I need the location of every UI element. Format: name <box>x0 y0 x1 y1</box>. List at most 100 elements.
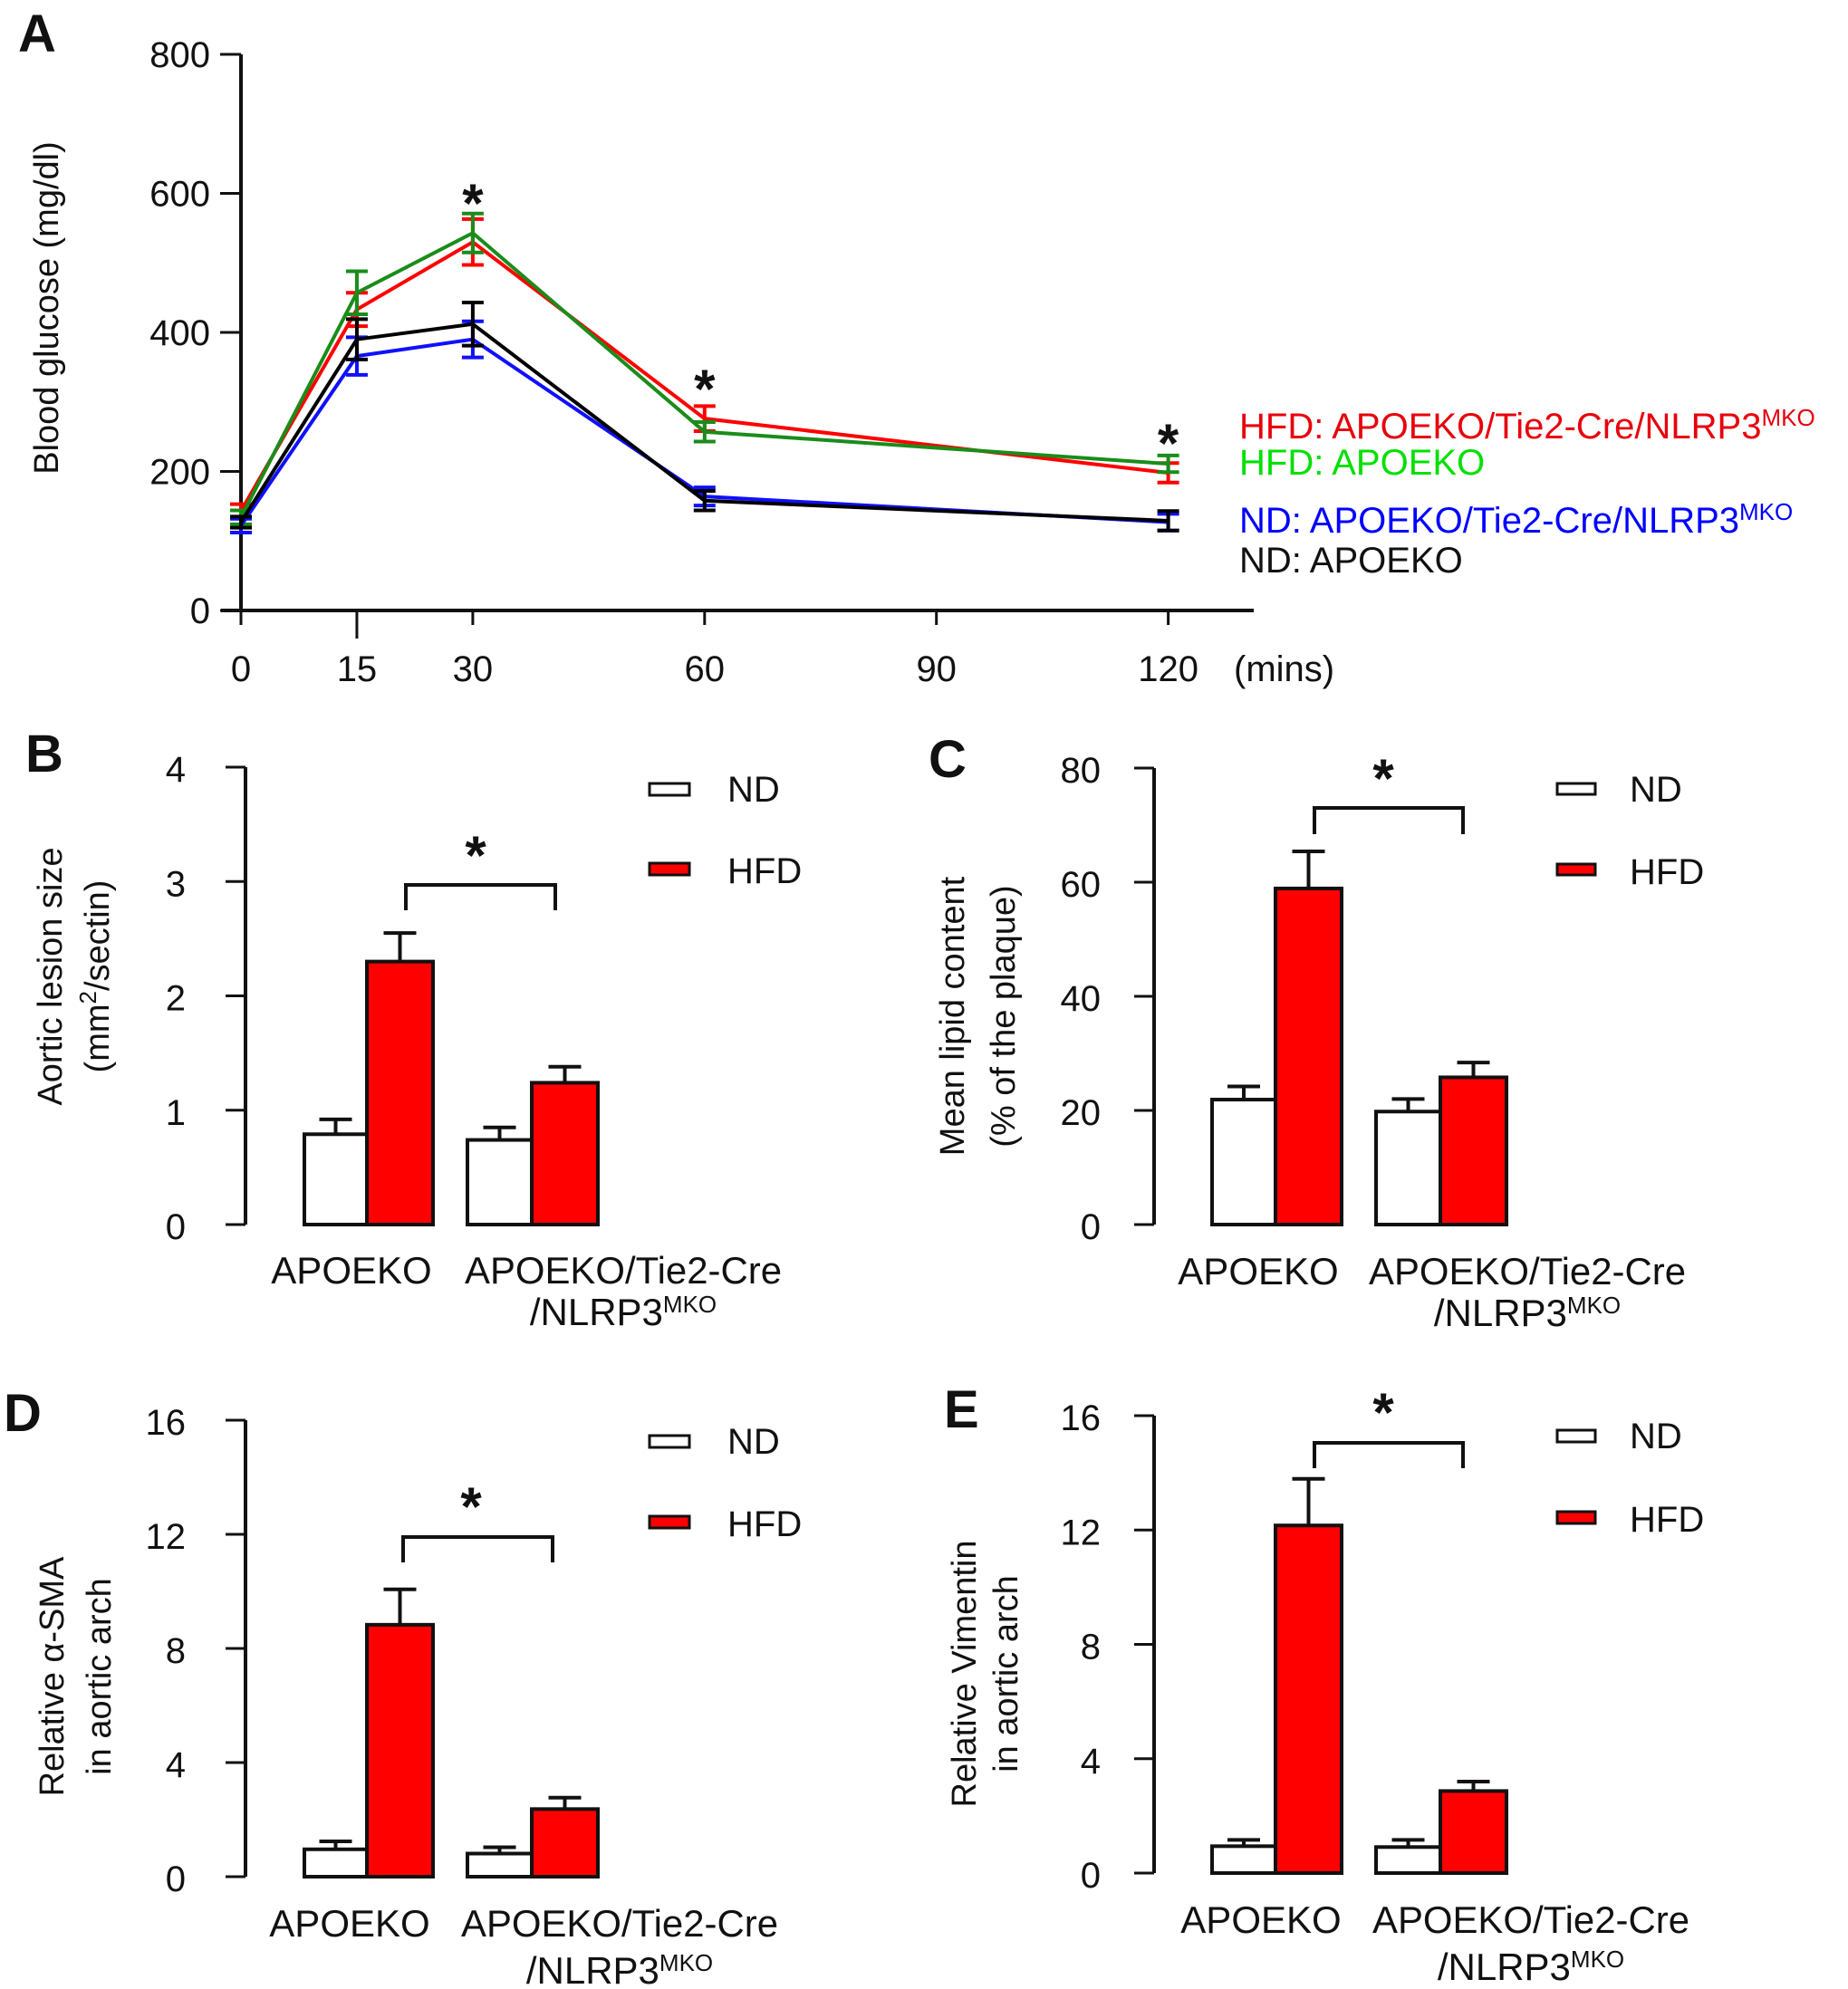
significance-bracket <box>404 883 557 910</box>
category-label-part: /NLRP3 <box>1434 1292 1567 1334</box>
y-tick-label: 4 <box>166 1745 186 1785</box>
category-label: APOEKO <box>1178 1250 1338 1292</box>
y-axis-title-line2: (% of the plaque) <box>985 885 1023 1147</box>
legend-label: ND: APOEKO <box>1239 541 1463 581</box>
y-tick-label: 3 <box>166 864 186 904</box>
x-tick-label: 0 <box>231 649 251 689</box>
y-axis-title: Blood glucose (mg/dl) <box>28 141 66 475</box>
y-tick-label: 2 <box>166 979 186 1019</box>
y-tick-label: 600 <box>149 175 210 215</box>
legend-label-hfd: HFD <box>1630 852 1704 892</box>
y-axis-title-part: /sectin) <box>79 880 117 991</box>
category-label: APOEKO/Tie2-Cre <box>461 1902 778 1945</box>
y-axis-title-line1: Aortic lesion size <box>32 847 70 1105</box>
y-tick-label: 60 <box>1061 865 1102 905</box>
category-label-superscript: MKO <box>1567 1292 1621 1319</box>
legend-superscript: MKO <box>1761 404 1814 431</box>
y-tick-label: 16 <box>146 1403 187 1443</box>
x-axis-title: (mins) <box>1234 649 1334 689</box>
category-label-superscript: MKO <box>1571 1946 1624 1973</box>
bar-nd-apoeko <box>1210 1098 1277 1227</box>
legend-label-nd: ND <box>727 770 780 810</box>
category-label: APOEKO/Tie2-Cre <box>1372 1898 1689 1941</box>
y-tick-label: 0 <box>1081 1856 1101 1896</box>
bar-hfd-apoeko-tie2-cre-nlrp3mko <box>530 1807 600 1878</box>
y-axis-title-line2: in aortic arch <box>81 1578 119 1775</box>
bar-nd-apoeko-tie2-cre-nlrp3mko <box>1374 1110 1442 1227</box>
bar-hfd-apoeko-tie2-cre-nlrp3mko <box>530 1081 600 1226</box>
legend-swatch-nd <box>1555 782 1597 796</box>
category-label: APOEKO/Tie2-Cre <box>465 1249 782 1292</box>
bar-nd-apoeko-tie2-cre-nlrp3mko <box>1374 1845 1442 1875</box>
legend-superscript: MKO <box>1739 498 1793 525</box>
y-tick-label: 12 <box>1061 1513 1102 1552</box>
legend-swatch-nd <box>1555 1428 1597 1444</box>
bar-hfd-apoeko-tie2-cre-nlrp3mko <box>1439 1789 1508 1876</box>
panel-label-c: C <box>929 730 967 789</box>
legend-label-nd: ND <box>1630 1417 1682 1456</box>
y-tick-label: 800 <box>149 35 210 75</box>
legend-entry: HFD: APOEKO <box>1239 443 1485 483</box>
bar-nd-apoeko <box>303 1847 369 1879</box>
legend-label: HFD: APOEKO/Tie2-Cre/NLRP3 <box>1239 407 1761 447</box>
y-axis-title-line1: Mean lipid content <box>934 876 972 1156</box>
legend-label-nd: ND <box>1630 770 1682 810</box>
y-tick-label: 1 <box>166 1093 186 1133</box>
category-label-part: /NLRP3 <box>530 1291 663 1333</box>
significance-star: * <box>465 825 486 886</box>
y-axis-title-line1: Relative Vimentin <box>946 1540 984 1807</box>
legend-label-hfd: HFD <box>727 851 802 891</box>
legend-label-hfd: HFD <box>1630 1500 1704 1540</box>
x-tick-label: 30 <box>453 649 494 689</box>
panel-e: E 0 4 8 12 16 Relative Vimentin in aortic arch *… <box>944 1380 1704 1988</box>
bar-nd-apoeko-tie2-cre-nlrp3mko <box>466 1851 534 1878</box>
significance-star: * <box>1372 748 1394 809</box>
category-label: APOEKO/Tie2-Cre <box>1369 1250 1686 1292</box>
category-label-superscript: MKO <box>663 1291 717 1318</box>
category-label-part: /NLRP3 <box>526 1949 659 1989</box>
panel-label-d: D <box>4 1384 42 1443</box>
legend-swatch-hfd <box>1555 1510 1597 1525</box>
legend-label: ND: APOEKO/Tie2-Cre/NLRP3 <box>1239 501 1739 541</box>
category-label-line2: /NLRP3MKO <box>1434 1292 1621 1334</box>
legend-entry: ND: APOEKO <box>1239 541 1463 581</box>
y-tick-label: 200 <box>149 453 210 493</box>
x-tick-label: 60 <box>685 649 726 689</box>
y-tick-label: 0 <box>166 1207 186 1247</box>
y-axis-title-part: (mm <box>79 1004 117 1072</box>
bar-nd-apoeko-tie2-cre-nlrp3mko <box>466 1138 534 1226</box>
y-axis-title-superscript: 2 <box>74 991 101 1004</box>
significance-bracket <box>1313 1441 1465 1468</box>
significance-star: * <box>1372 1382 1394 1443</box>
significance-star: * <box>462 173 484 234</box>
significance-bracket <box>1313 806 1465 834</box>
category-label-line2: /NLRP3MKO <box>530 1291 717 1333</box>
bar-hfd-apoeko <box>1274 886 1343 1226</box>
y-tick-label: 0 <box>190 591 210 631</box>
y-tick-label: 400 <box>149 313 210 353</box>
legend-swatch-hfd <box>648 861 691 877</box>
x-tick-label: 120 <box>1138 649 1198 689</box>
x-tick-label: 90 <box>916 649 957 689</box>
category-label: APOEKO <box>271 1249 431 1292</box>
legend-swatch-nd <box>648 782 691 797</box>
y-tick-label: 0 <box>1081 1207 1101 1247</box>
legend-swatch-nd <box>648 1434 691 1449</box>
series-3 <box>230 300 1179 533</box>
legend-entry: HFD: APOEKO/Tie2-Cre/NLRP3MKO <box>1239 404 1815 447</box>
y-tick-label: 40 <box>1061 979 1102 1019</box>
x-tick-label: 15 <box>337 649 378 689</box>
panel-c: C 0 20 40 60 80 Mean lipid content (% of the pl… <box>929 730 1704 1334</box>
y-tick-label: 80 <box>1061 751 1102 791</box>
category-label-superscript: MKO <box>659 1949 713 1976</box>
significance-star: * <box>460 1476 482 1537</box>
y-tick-label: 0 <box>166 1859 186 1899</box>
category-label-line2: /NLRP3MKO <box>526 1949 713 1989</box>
bar-nd-apoeko <box>1210 1844 1277 1876</box>
panel-label-e: E <box>944 1380 979 1439</box>
y-tick-label: 20 <box>1061 1093 1102 1133</box>
y-tick-label: 4 <box>1081 1742 1101 1782</box>
significance-bracket <box>401 1535 554 1562</box>
significance-star: * <box>1158 413 1179 474</box>
